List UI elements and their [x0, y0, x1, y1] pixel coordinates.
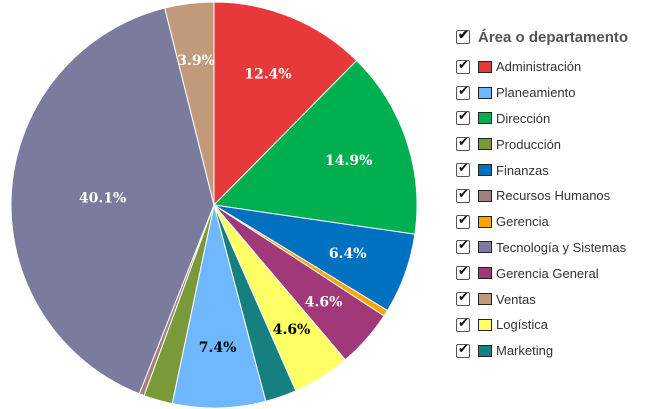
- legend-item[interactable]: Gerencia General: [456, 260, 628, 286]
- legend-item[interactable]: Recursos Humanos: [456, 183, 628, 209]
- legend-swatch: [478, 318, 492, 331]
- legend-label: Marketing: [496, 343, 554, 359]
- legend-label: Tecnología y Sistemas: [496, 239, 627, 255]
- pie-slice-ventas[interactable]: [164, 1, 215, 206]
- legend-title: Área o departamento: [478, 28, 629, 46]
- legend-item[interactable]: Ventas: [456, 286, 628, 312]
- legend-item[interactable]: Finanzas: [456, 157, 628, 183]
- checkbox-icon[interactable]: [456, 57, 470, 74]
- checkbox-icon[interactable]: [456, 341, 470, 358]
- data-label: 7.4%: [199, 340, 237, 356]
- checkbox-icon[interactable]: [456, 263, 470, 281]
- data-label: 4.6%: [305, 295, 343, 311]
- legend-label: Gerencia: [496, 214, 549, 230]
- data-label: 40.1%: [79, 191, 126, 207]
- checkbox-icon[interactable]: [456, 108, 470, 126]
- legend-swatch: [478, 138, 492, 151]
- legend-swatch: [478, 344, 492, 357]
- legend: Área o departamento Administración Planea…: [456, 24, 628, 364]
- legend-label: Gerencia General: [496, 265, 599, 281]
- checkbox-icon[interactable]: [456, 134, 470, 152]
- legend-swatch: [478, 86, 492, 99]
- legend-swatch: [478, 112, 492, 125]
- legend-item[interactable]: Dirección: [456, 106, 628, 132]
- legend-label: Logística: [496, 317, 549, 333]
- data-label: 6.4%: [329, 246, 367, 262]
- checkbox-icon[interactable]: [456, 212, 470, 229]
- checkbox-icon[interactable]: [456, 315, 470, 332]
- legend-label: Finanzas: [496, 162, 549, 178]
- legend-item[interactable]: Marketing: [456, 338, 628, 364]
- checkbox-icon[interactable]: [456, 83, 470, 100]
- legend-title-row[interactable]: Área o departamento: [456, 24, 628, 50]
- checkbox-icon[interactable]: [456, 289, 470, 307]
- checkbox-icon[interactable]: [456, 160, 470, 178]
- data-label: 4.6%: [273, 322, 311, 338]
- legend-swatch: [478, 60, 492, 73]
- legend-swatch: [478, 293, 492, 306]
- legend-label: Producción: [496, 136, 562, 152]
- legend-item[interactable]: Tecnología y Sistemas: [456, 235, 628, 261]
- legend-swatch: [478, 241, 492, 254]
- data-label: 14.9%: [325, 153, 372, 169]
- legend-label: Ventas: [496, 291, 536, 307]
- pie-slice-direcci-n[interactable]: [212, 59, 418, 235]
- legend-label: Dirección: [496, 110, 551, 126]
- legend-swatch: [478, 189, 492, 202]
- legend-label: Planeamiento: [496, 85, 576, 101]
- pie-slice-administraci-n[interactable]: [213, 1, 358, 207]
- checkbox-icon[interactable]: [456, 186, 470, 203]
- checkbox-icon[interactable]: [456, 237, 470, 255]
- legend-item[interactable]: Gerencia: [456, 209, 628, 235]
- legend-item[interactable]: Administración: [456, 54, 628, 80]
- checkbox-icon[interactable]: [456, 27, 470, 44]
- legend-item[interactable]: Logística: [456, 312, 628, 338]
- pie-svg: 12.4% 14.9% 6.4% 4.6% 4.6% 7.4% 40.1% 3.9%: [10, 1, 418, 409]
- data-label: 12.4%: [244, 67, 291, 83]
- legend-swatch: [478, 215, 492, 228]
- legend-item[interactable]: Planeamiento: [456, 80, 628, 106]
- legend-label: Administración: [496, 59, 582, 75]
- legend-swatch: [478, 164, 492, 177]
- legend-label: Recursos Humanos: [496, 188, 611, 204]
- legend-swatch: [478, 267, 492, 280]
- pie-slice-tecnolog-a-y-sistemas[interactable]: [10, 7, 215, 395]
- legend-item[interactable]: Producción: [456, 131, 628, 157]
- data-label: 3.9%: [177, 53, 215, 69]
